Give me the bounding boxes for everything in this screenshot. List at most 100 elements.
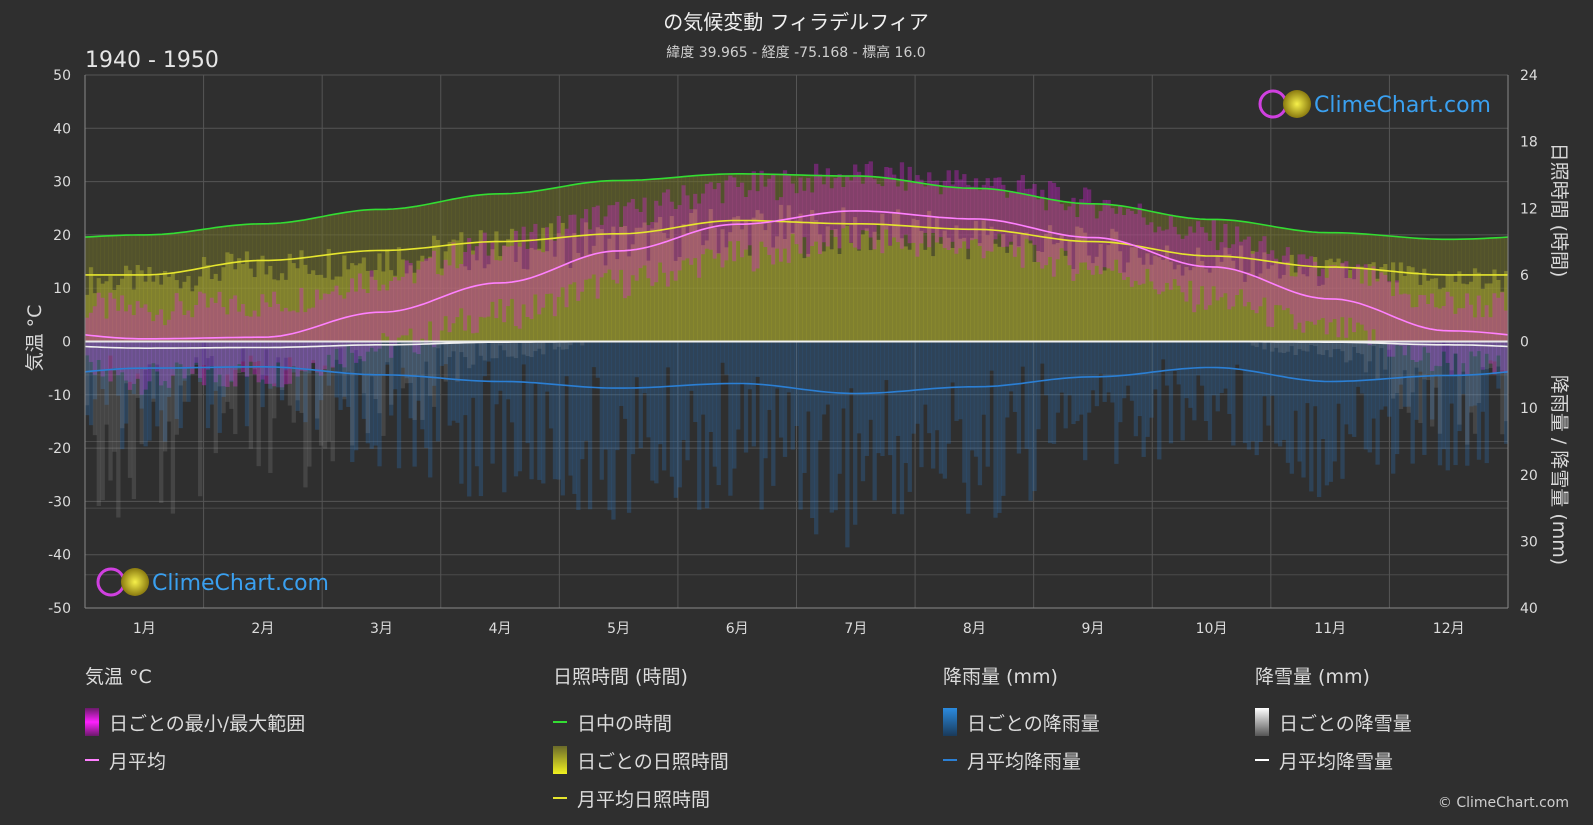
daylight-bar bbox=[1063, 201, 1068, 342]
rain-bar bbox=[1453, 341, 1458, 466]
rain-bar bbox=[482, 341, 487, 377]
rain-bar bbox=[396, 341, 402, 469]
sunshine-bar bbox=[1005, 252, 1010, 342]
rain-bar bbox=[860, 341, 866, 482]
snow-bar bbox=[431, 341, 437, 407]
temp-range-bar bbox=[841, 186, 846, 229]
temp-range-bar bbox=[229, 298, 234, 381]
snow-bar bbox=[1391, 341, 1396, 399]
rain-bar bbox=[1149, 341, 1154, 418]
daylight-bar bbox=[942, 186, 947, 342]
temp-range-bar bbox=[443, 259, 448, 317]
temp-range-bar bbox=[545, 227, 550, 294]
temp-range-bar bbox=[439, 275, 445, 331]
daylight-bar bbox=[1118, 205, 1123, 342]
rain-bar bbox=[1359, 341, 1365, 394]
temp-range-bar bbox=[1344, 261, 1349, 338]
daylight-bar bbox=[334, 213, 339, 342]
temp-range-bar bbox=[895, 186, 901, 243]
rain-bar bbox=[763, 341, 768, 459]
watermark-logo-top: ClimeChart.com bbox=[1258, 89, 1491, 119]
temp-range-bar bbox=[1176, 234, 1181, 286]
sunshine-bar bbox=[1059, 235, 1064, 342]
daylight-bar bbox=[1465, 239, 1470, 342]
watermark-text-bottom: ClimeChart.com bbox=[152, 571, 329, 596]
temp-range-bar bbox=[1223, 223, 1228, 294]
daylight-bar bbox=[326, 215, 332, 342]
daylight-bar bbox=[665, 178, 671, 342]
temp-range-bar bbox=[404, 260, 409, 336]
daylight-bar bbox=[1098, 203, 1103, 342]
sunshine-bar bbox=[642, 222, 647, 342]
daylight-bar bbox=[997, 189, 1002, 342]
daylight-bar bbox=[287, 222, 293, 342]
rain-bar bbox=[1180, 341, 1185, 441]
rain-bar bbox=[311, 341, 316, 361]
daylight-bar bbox=[186, 231, 191, 342]
temp-range-bar bbox=[1219, 242, 1224, 298]
snow-bar bbox=[1461, 341, 1466, 372]
daylight-bar bbox=[1305, 231, 1310, 342]
sunshine-bar bbox=[954, 225, 959, 342]
temp-range-bar bbox=[494, 260, 499, 319]
rain-bar bbox=[755, 341, 760, 377]
legend-title: 降雪量 (mm) bbox=[1255, 666, 1370, 688]
rain-bar bbox=[287, 341, 293, 358]
snow-bar bbox=[1363, 341, 1369, 373]
daylight-bar bbox=[619, 180, 624, 342]
rain-bar bbox=[1274, 341, 1279, 444]
period-label: 1940 - 1950 bbox=[85, 48, 219, 73]
temp-range-bar bbox=[833, 178, 838, 237]
rain-bar bbox=[677, 341, 682, 488]
rain-bar bbox=[276, 341, 281, 388]
sunshine-bar bbox=[903, 246, 909, 342]
rain-bar bbox=[1414, 341, 1419, 420]
sunshine-bar bbox=[860, 234, 866, 342]
snow-bar bbox=[416, 341, 421, 375]
snow-bar bbox=[443, 341, 448, 382]
rain-bar bbox=[1028, 341, 1033, 501]
snow-bar bbox=[217, 341, 222, 387]
sunshine-bar bbox=[1102, 270, 1107, 342]
rain-bar bbox=[1063, 341, 1068, 429]
rain-bar bbox=[1235, 341, 1240, 365]
snow-bar bbox=[1262, 341, 1267, 350]
sunshine-bar bbox=[712, 227, 717, 342]
sunshine-bar bbox=[1340, 263, 1345, 342]
daylight-bar bbox=[1480, 238, 1486, 342]
rain-bar bbox=[1242, 341, 1248, 444]
daylight-bar bbox=[225, 226, 230, 342]
sunshine-bar bbox=[759, 213, 764, 342]
legend-item: 月平均降雪量 bbox=[1255, 741, 1412, 779]
temp-range-bar bbox=[1277, 262, 1283, 306]
daylight-bar bbox=[502, 193, 507, 342]
daylight-bar bbox=[1484, 238, 1489, 342]
temp-range-bar bbox=[934, 180, 940, 243]
rain-bar bbox=[198, 341, 203, 383]
sunshine-bar bbox=[287, 253, 293, 342]
rain-bar bbox=[958, 341, 963, 420]
rain-bar bbox=[506, 341, 511, 400]
sunshine-bar bbox=[607, 238, 612, 342]
sunshine-bar bbox=[252, 277, 257, 342]
rain-bar bbox=[611, 341, 616, 520]
snow-bar bbox=[498, 341, 503, 346]
daylight-bar bbox=[759, 174, 764, 342]
sunshine-bar bbox=[568, 267, 573, 342]
rain-bar bbox=[1336, 341, 1341, 404]
temp-range-bar bbox=[720, 203, 725, 268]
temp-range-bar bbox=[989, 185, 994, 252]
daylight-bar bbox=[322, 216, 328, 342]
sunshine-bar bbox=[1008, 244, 1014, 342]
rain-bar bbox=[1067, 341, 1072, 396]
sunshine-bar bbox=[646, 260, 651, 342]
legend-temperature: 気温 °C 日ごとの最小/最大範囲 月平均 bbox=[85, 662, 305, 779]
daylight-bar bbox=[876, 177, 881, 342]
sunshine-bar bbox=[244, 251, 250, 342]
temp-range-bar bbox=[1285, 247, 1291, 309]
temp-range-bar bbox=[981, 184, 986, 259]
rain-bar bbox=[568, 341, 573, 476]
sunshine-bar bbox=[1262, 252, 1267, 342]
daylight-bar bbox=[470, 195, 476, 342]
daylight-bar bbox=[1324, 232, 1330, 342]
